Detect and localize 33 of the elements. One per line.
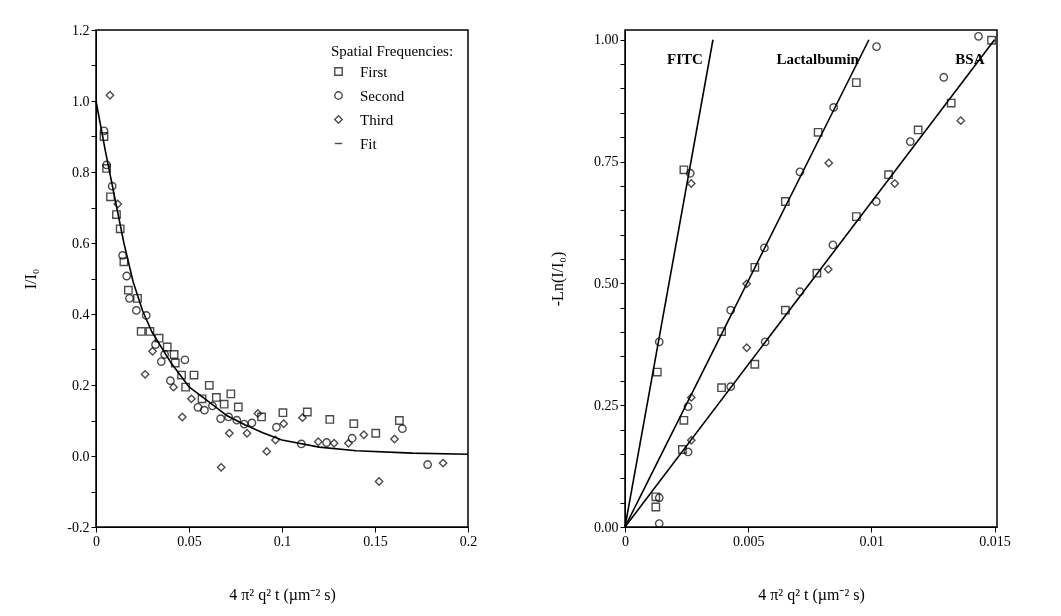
legend-label: First [360,63,389,80]
y-tick-label: 0.6 [72,235,90,251]
legend-label: Second [360,87,405,104]
y-tick-label: 0.75 [594,154,619,170]
x-tick-label: 0 [93,533,100,549]
y-tick-label: 0.8 [72,164,90,180]
y-tick-label: 0.4 [72,306,90,322]
y-tick-label: 0.50 [594,275,619,291]
y-tick-label: 0.2 [72,377,90,393]
y-tick-label: 0.25 [594,397,619,413]
x-tick-label: 0.05 [177,533,202,549]
legend-label: Fit [360,135,378,152]
x-tick-label: 0.005 [732,533,765,549]
x-tick-label: 0.2 [459,533,478,549]
x-tick-label: 0.1 [273,533,292,549]
x-axis-title: 4 π² q² t (µm⁻² s) [229,585,336,604]
x-axis-title: 4 π² q² t (µm⁻² s) [758,585,865,604]
x-tick-label: 0 [622,533,629,549]
y-axis-title: -Ln(I/I₀) [549,251,567,307]
legend-title: Spatial Frequencies: [331,43,454,59]
series-label: Lactalbumin [776,50,860,67]
y-tick-label: 0.0 [72,448,90,464]
y-tick-label: 1.0 [72,93,90,109]
x-tick-label: 0.015 [979,533,1011,549]
y-axis-title: I/I₀ [22,268,40,290]
legend-label: Third [360,111,394,128]
y-tick-label: 1.00 [594,32,619,48]
y-tick-label: 0.00 [594,519,619,535]
y-tick-label: 1.2 [72,22,90,38]
x-tick-label: 0.15 [363,533,388,549]
series-label: FITC [667,50,703,67]
y-tick-label: -0.2 [67,519,90,535]
x-tick-label: 0.01 [859,533,885,549]
